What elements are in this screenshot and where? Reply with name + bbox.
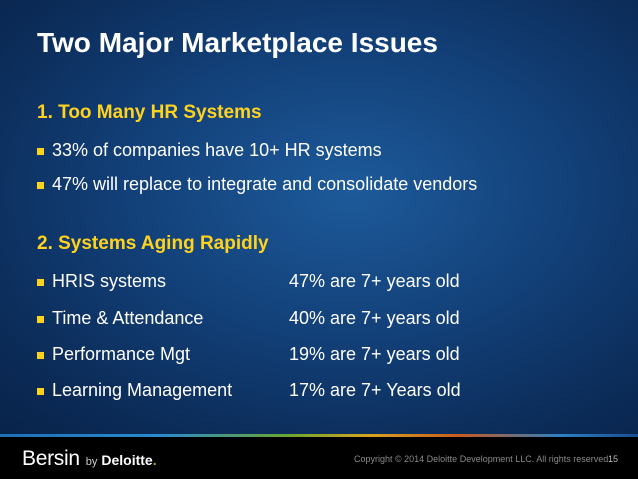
section-heading-systems-aging: 2. Systems Aging Rapidly [37,233,269,254]
copyright-notice: Copyright © 2014 Deloitte Development LL… [354,454,611,464]
bullet-item: 47% will replace to integrate and consol… [37,174,477,195]
aging-row-value: 19% are 7+ years old [289,344,460,364]
aging-row-value: 17% are 7+ Years old [289,380,461,400]
bullet-square-icon [37,387,44,395]
footer-bar [0,437,638,479]
aging-row-label: Performance Mgt [52,344,191,364]
bullet-square-icon [37,181,44,189]
bullet-square-icon [37,351,44,359]
aging-row-value: 40% are 7+ years old [289,308,460,328]
section-heading-too-many-systems: 1. Too Many HR Systems [37,102,262,123]
logo-by-text: by [85,456,98,468]
aging-row: Learning Management 17% are 7+ Years old [37,380,597,401]
bullet-text: 33% of companies have 10+ HR systems [52,140,382,160]
aging-row-label: HRIS systems [52,271,167,291]
bullet-square-icon [37,278,44,286]
bullet-item: 33% of companies have 10+ HR systems [37,140,382,161]
bersin-deloitte-logo: Bersin by Deloitte. [22,447,157,471]
footer-color-rule [0,434,638,438]
aging-row: Performance Mgt 19% are 7+ years old [37,344,597,365]
aging-row-value: 47% are 7+ years old [289,271,460,291]
bullet-square-icon [37,147,44,155]
aging-row: Time & Attendance 40% are 7+ years old [37,308,597,329]
logo-bersin-text: Bersin [22,447,80,470]
aging-row: HRIS systems 47% are 7+ years old [37,271,597,292]
page-number: 15 [608,454,619,464]
bullet-text: 47% will replace to integrate and consol… [52,174,478,194]
aging-row-label: Time & Attendance [52,308,204,328]
aging-row-label: Learning Management [52,380,233,400]
bullet-square-icon [37,315,44,323]
logo-green-dot: . [152,452,157,468]
logo-deloitte-text: Deloitte [101,452,153,468]
slide-title: Two Major Marketplace Issues [37,27,438,58]
